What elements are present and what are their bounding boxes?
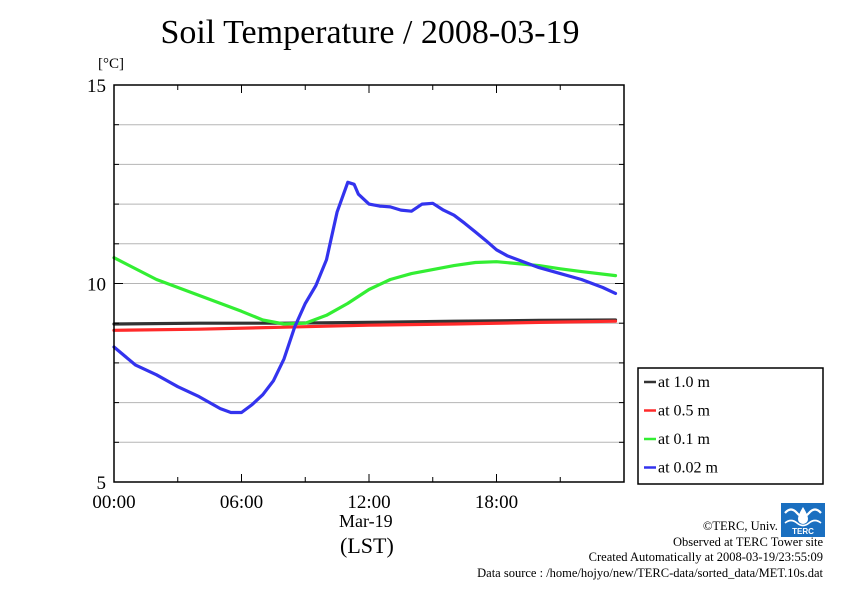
y-axis-unit-label: [°C]: [98, 56, 124, 72]
x-axis-time-label: (LST): [340, 533, 394, 558]
y-tick-label: 5: [97, 473, 107, 494]
chart-title: Soil Temperature / 2008-03-19: [160, 14, 580, 51]
legend: at 1.0 m at 0.5 m at 0.1 m at 0.02 m: [637, 367, 824, 485]
series-layer: [112, 180, 618, 415]
x-tick-label: 06:00: [220, 492, 263, 513]
terc-logo: TERC: [781, 503, 825, 537]
copyright-text: ©TERC, Univ. Tsukuba: [702, 519, 823, 533]
legend-label: at 1.0 m: [658, 374, 711, 391]
created-text: Created Automatically at 2008-03-19/23:5…: [588, 550, 823, 565]
logo-text: TERC: [792, 527, 814, 536]
series-line-1: [112, 318, 618, 326]
legend-label: at 0.5 m: [658, 403, 711, 420]
x-tick-label: 12:00: [347, 492, 390, 513]
x-tick-label: 18:00: [475, 492, 518, 513]
footer-info: ©TERC, Univ. Tsukuba Observed at TERC To…: [477, 519, 823, 581]
y-tick-label: 15: [87, 76, 106, 97]
legend-label: at 0.02 m: [658, 460, 719, 477]
series-line-4: [112, 180, 618, 415]
y-tick-label: 10: [87, 275, 106, 296]
axis-ticks: [113, 84, 625, 483]
axis-tick-labels: 00:00 06:00 12:00 18:00 5 10 15: [87, 76, 518, 513]
grid-lines: [114, 124, 624, 443]
series-line-2: [112, 319, 618, 332]
legend-label: at 0.1 m: [658, 431, 711, 448]
observed-text: Observed at TERC Tower site: [672, 534, 823, 549]
legend-box: [637, 367, 824, 485]
data-source-text: Data source : /home/hojyo/new/TERC-data/…: [477, 565, 823, 580]
x-tick-label: 00:00: [92, 492, 135, 513]
x-axis-date-label: Mar-19: [339, 511, 393, 531]
